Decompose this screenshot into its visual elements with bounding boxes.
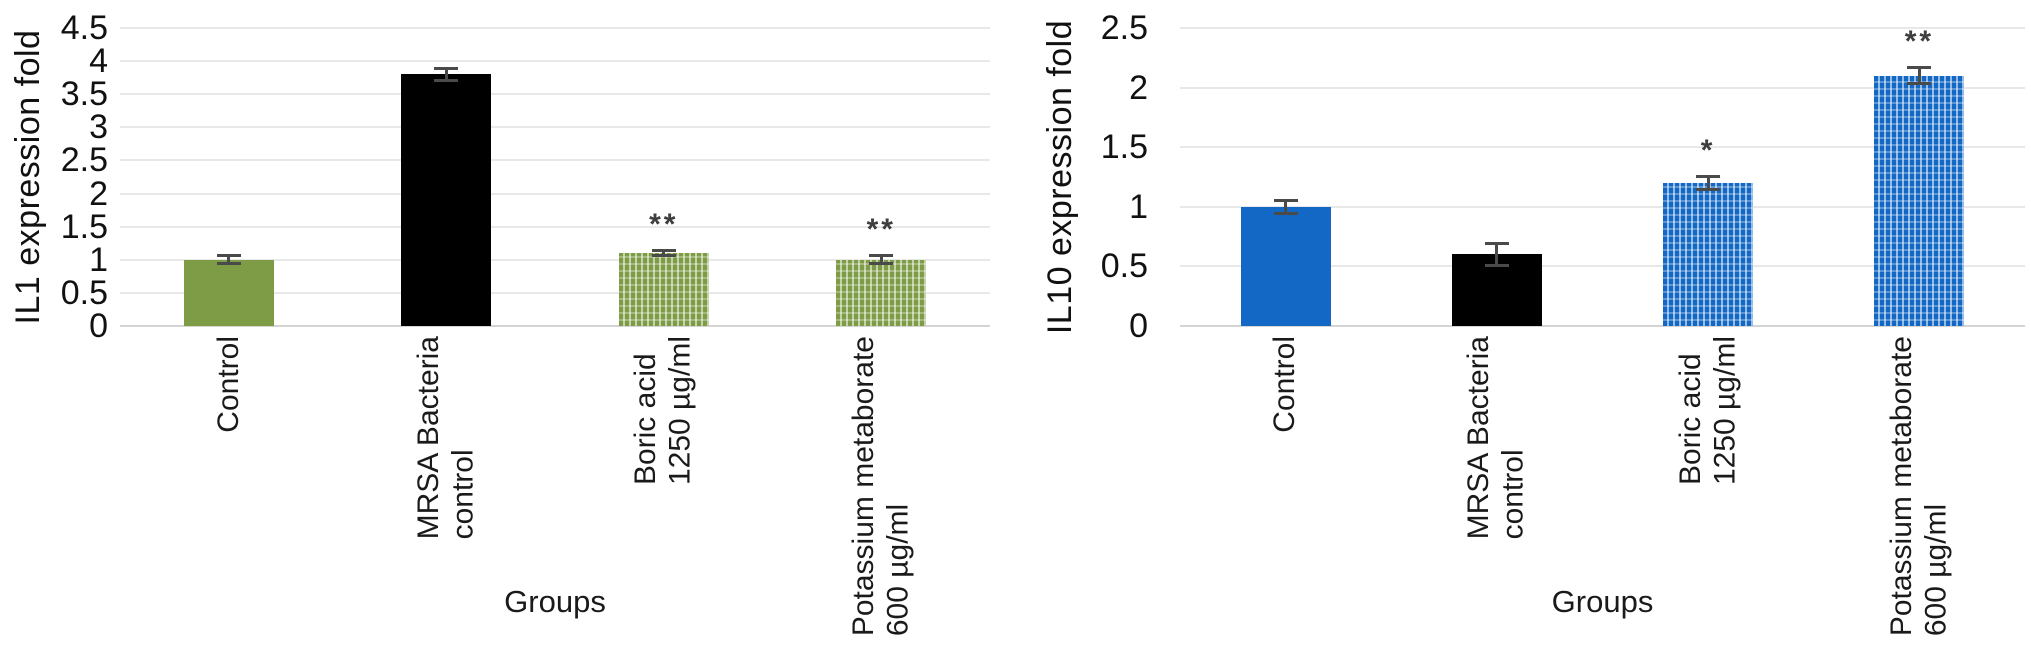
gridline <box>1180 146 2025 149</box>
gridline <box>120 159 990 162</box>
category-label-box-potassium-metaborate: Potassium metaborate 600 µg/ml <box>1849 336 1989 636</box>
y-axis-tick-label: 3.5 <box>60 75 108 114</box>
error-bar-potassium-metaborate <box>1917 67 1921 85</box>
gridline <box>120 258 990 261</box>
category-label-potassium-metaborate: Potassium metaborate 600 µg/ml <box>1884 336 1953 637</box>
y-axis-tick-label: 1.5 <box>1100 128 1148 167</box>
x-axis-title: Groups <box>504 584 606 619</box>
y-axis-tick-label: 1.5 <box>60 207 108 246</box>
error-bar-cap-bottom <box>1696 188 1721 192</box>
gridline <box>120 192 990 195</box>
error-bar-cap-bottom <box>869 262 894 266</box>
category-label-box-boric-acid: Boric acid 1250 µg/ml <box>594 336 734 485</box>
error-bar-cap-top <box>1484 241 1509 245</box>
category-label-boric-acid: Boric acid 1250 µg/ml <box>1673 336 1742 486</box>
y-axis-tick-label: 0.5 <box>60 273 108 312</box>
error-bar-cap-bottom <box>434 78 459 82</box>
significance-mark-potassium-metaborate: ** <box>1904 25 1935 59</box>
y-axis-tick-label: 3 <box>89 108 108 147</box>
error-bar-cap-top <box>434 66 459 70</box>
error-bar-cap-bottom <box>651 254 676 258</box>
error-bar-cap-top <box>216 254 241 258</box>
category-label-mrsa-bacteria: MRSA Bacteria control <box>1462 336 1530 540</box>
x-axis-line <box>120 325 990 327</box>
significance-mark-boric-acid: * <box>1700 133 1716 167</box>
error-bar-boric-acid <box>662 249 666 257</box>
y-axis-tick-label: 1 <box>89 240 108 279</box>
error-bar-cap-top <box>1696 174 1721 178</box>
error-bar-cap-top <box>869 254 894 258</box>
error-bar-control <box>227 255 231 265</box>
category-label-box-control: Control <box>159 336 299 433</box>
error-bar-cap-top <box>1273 198 1298 202</box>
category-label-mrsa-bacteria: MRSA Bacteria control <box>411 336 480 540</box>
category-label-box-mrsa-bacteria: MRSA Bacteria control <box>376 336 516 539</box>
gridline <box>120 225 990 228</box>
category-label-box-boric-acid: Boric acid 1250 µg/ml <box>1638 336 1778 485</box>
y-axis-tick-label: 2 <box>1129 68 1148 107</box>
category-label-box-mrsa-bacteria: MRSA Bacteria control <box>1427 336 1567 539</box>
bar-potassium-metaborate <box>836 259 927 326</box>
y-axis-tick-label: 2.5 <box>60 141 108 180</box>
error-bar-control <box>1284 199 1288 214</box>
y-axis-tick-label: 0 <box>1129 307 1148 345</box>
category-label-control: Control <box>211 336 245 433</box>
bar-control <box>1240 206 1331 326</box>
gridline <box>1180 27 2025 29</box>
error-bar-mrsa-bacteria <box>1495 242 1499 267</box>
category-label-box-control: Control <box>1216 336 1356 433</box>
error-bar-mrsa-bacteria <box>444 67 448 81</box>
error-bar-cap-top <box>651 248 676 252</box>
y-axis-tick-label: 0 <box>89 307 108 345</box>
y-axis-tick-label: 0.5 <box>1100 247 1148 286</box>
gridline <box>1180 205 2025 208</box>
gridline <box>120 126 990 129</box>
gridline <box>1180 265 2025 268</box>
category-label-boric-acid: Boric acid 1250 µg/ml <box>629 336 697 486</box>
significance-mark-potassium-metaborate: ** <box>866 213 896 247</box>
x-axis-line <box>1180 325 2025 327</box>
x-axis-title: Groups <box>1551 584 1654 619</box>
category-label-box-potassium-metaborate: Potassium metaborate 600 µg/ml <box>811 336 951 636</box>
gridline <box>120 60 990 63</box>
gridline <box>120 291 990 294</box>
bar-mrsa-bacteria <box>401 74 492 326</box>
y-axis-tick-label: 1 <box>1129 187 1148 226</box>
gridline <box>120 27 990 29</box>
error-bar-boric-acid <box>1706 175 1710 191</box>
gridline <box>120 93 990 96</box>
category-label-control: Control <box>1268 336 1302 433</box>
y-axis-tick-label: 2.5 <box>1100 9 1148 47</box>
bar-boric-acid <box>618 253 709 326</box>
gridline <box>1180 86 2025 89</box>
y-axis-tick-label: 4.5 <box>60 9 108 47</box>
y-axis-tick-label: 2 <box>89 174 108 213</box>
bar-potassium-metaborate <box>1874 75 1965 326</box>
significance-mark-boric-acid: ** <box>649 207 679 241</box>
bar-control <box>183 259 274 326</box>
error-bar-cap-bottom <box>216 262 241 266</box>
error-bar-cap-bottom <box>1273 211 1298 215</box>
category-label-potassium-metaborate: Potassium metaborate 600 µg/ml <box>846 336 915 637</box>
error-bar-cap-bottom <box>1907 82 1932 86</box>
bar-boric-acid <box>1663 182 1754 326</box>
error-bar-cap-top <box>1907 66 1932 70</box>
y-axis-tick-label: 4 <box>89 42 108 81</box>
error-bar-cap-bottom <box>1484 264 1509 268</box>
error-bar-potassium-metaborate <box>879 255 883 265</box>
